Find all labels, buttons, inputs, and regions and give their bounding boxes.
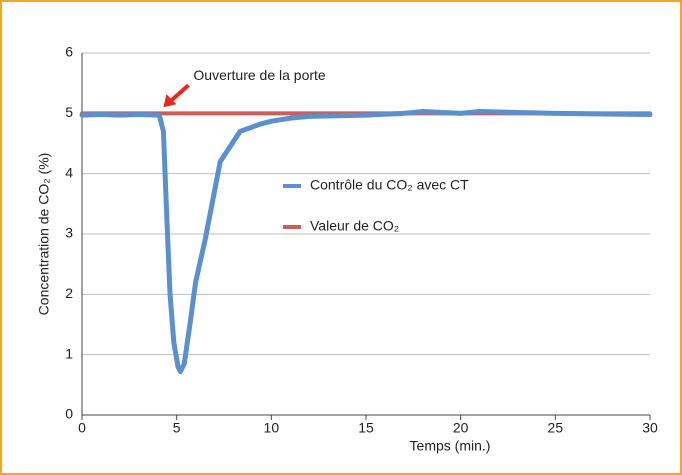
y-tick-label: 2 [65,285,73,301]
y-tick-label: 1 [65,345,73,361]
y-tick-label: 4 [65,164,73,180]
x-tick-label: 15 [358,420,374,436]
y-tick-label: 6 [65,44,73,60]
legend-label: Valeur de CO₂ [310,218,399,234]
y-axis-label: Concentration de CO₂ (%) [36,153,52,316]
x-tick-label: 10 [264,420,280,436]
x-tick-label: 20 [453,420,469,436]
series-line [79,109,653,375]
x-tick-label: 25 [548,420,564,436]
x-axis-label: Temps (min.) [410,438,491,454]
annotation: Ouverture de la porte [193,67,326,83]
annotation-arrow [169,83,190,103]
x-tick-label: 0 [78,420,86,436]
y-tick-label: 3 [65,225,73,241]
legend-label: Contrôle du CO₂ avec CT [310,177,469,193]
annotation-arrowhead [163,94,177,108]
y-tick-label: 0 [65,406,73,422]
y-tick-label: 5 [65,104,73,120]
x-tick-label: 30 [642,420,658,436]
x-tick-label: 5 [173,420,181,436]
